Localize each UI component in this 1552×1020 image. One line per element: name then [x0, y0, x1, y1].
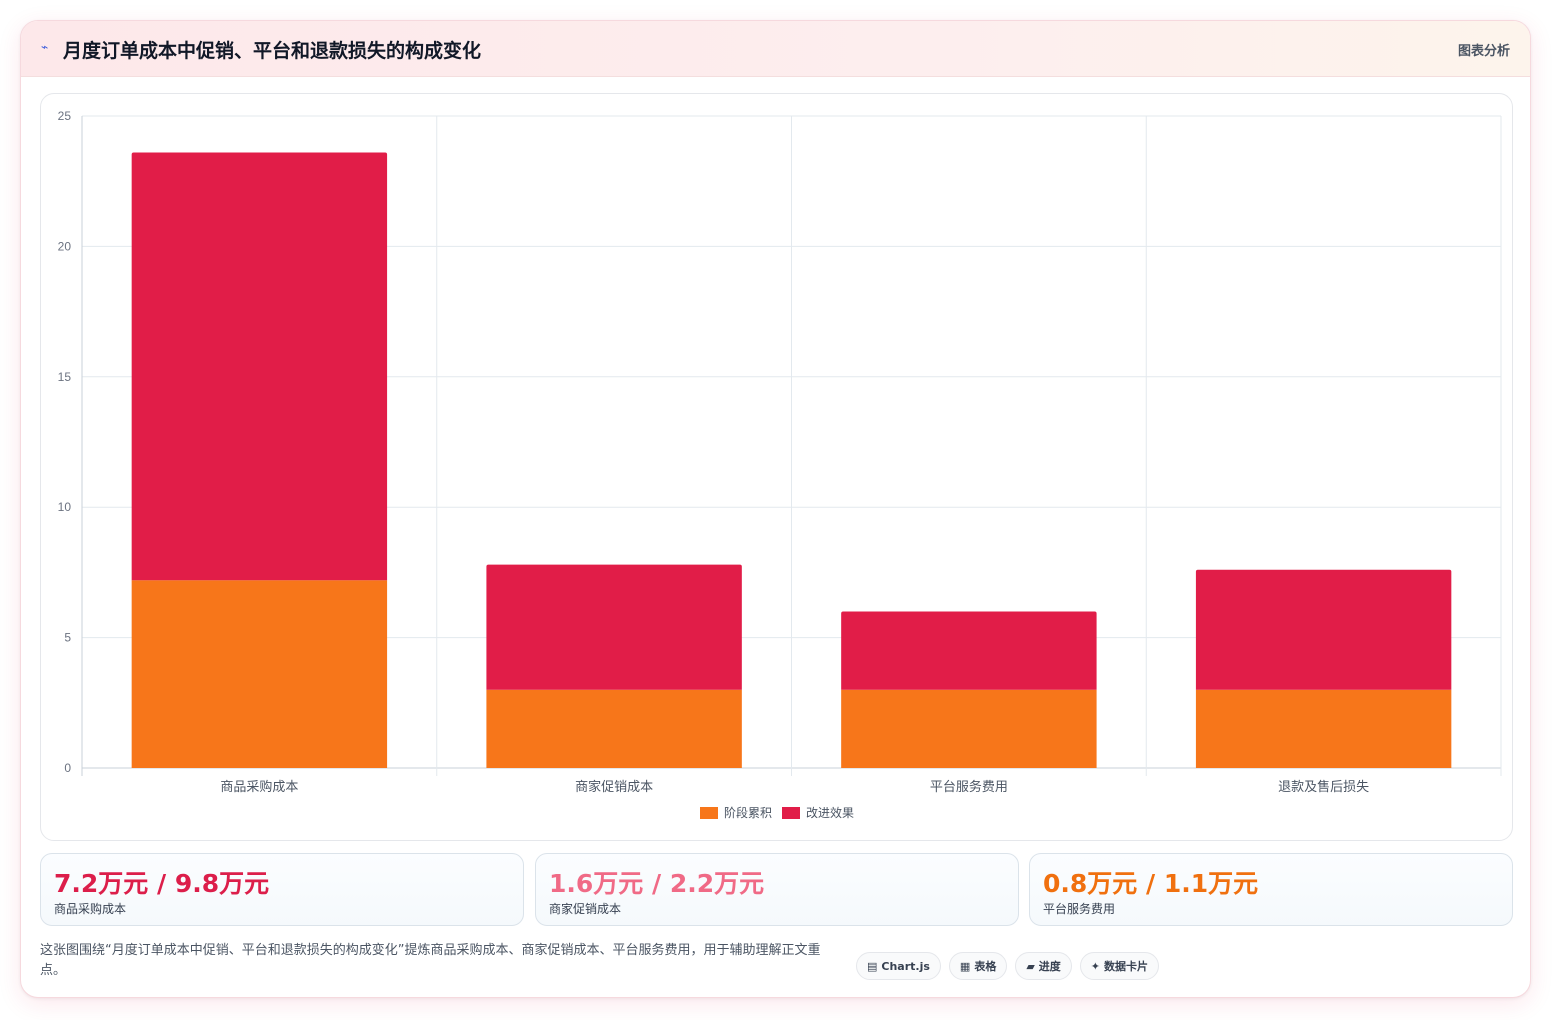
stat-label: 商家促销成本	[549, 902, 622, 916]
legend-swatch	[782, 807, 800, 819]
bar-segment	[486, 689, 742, 768]
legend-swatch	[700, 807, 718, 819]
stat-card-platform: 0.8万元 / 1.1万元 平台服务费用	[1029, 853, 1513, 926]
chip-label: 数据卡片	[1104, 960, 1149, 973]
chart-panel: 0 5 10 15 20 25 商品采购成本 商家促销成本 平台服务费用 退款及售后损失阶段累积 改…	[40, 93, 1513, 841]
chip-data-card[interactable]: ✦ 数据卡片	[1079, 952, 1160, 980]
chart-footnote: 这张图围绕“月度订单成本中促销、平台和退款损失的构成变化”提炼商品采购成本、商家…	[40, 943, 821, 978]
stat-value: 7.2万元 / 9.8万元	[54, 869, 270, 898]
y-tick-label: 25	[58, 109, 72, 123]
table-icon: ▦	[959, 959, 971, 973]
y-tick-label: 0	[64, 761, 71, 775]
x-tick-label: 退款及售后损失	[1278, 779, 1369, 794]
stat-value: 1.6万元 / 2.2万元	[549, 869, 765, 898]
chart-analysis-tag: 图表分析	[1457, 44, 1510, 59]
tech-chips: ▤ Chart.js ▦ 表格 ▰ 进度 ✦ 数据卡片	[856, 952, 1160, 980]
y-tick-label: 5	[64, 631, 71, 645]
bar-segment	[486, 564, 742, 690]
card-header: ⌁ 月度订单成本中促销、平台和退款损失的构成变化 图表分析	[21, 21, 1530, 77]
stat-card-promotion: 1.6万元 / 2.2万元 商家促销成本	[535, 853, 1019, 926]
x-tick-label: 商品采购成本	[220, 779, 298, 794]
legend-label: 改进效果	[806, 805, 854, 820]
legend-label: 阶段累积	[724, 805, 772, 820]
stat-label: 平台服务费用	[1043, 902, 1116, 916]
chart-card: ⌁ 月度订单成本中促销、平台和退款损失的构成变化 图表分析 0 5 10 15 20 25…	[20, 20, 1531, 998]
chip-table[interactable]: ▦ 表格	[948, 952, 1008, 980]
chip-label: Chart.js	[881, 959, 930, 973]
chart-icon: ▤	[867, 959, 878, 973]
stat-value: 0.8万元 / 1.1万元	[1043, 869, 1259, 898]
y-tick-label: 10	[58, 500, 72, 514]
x-tick-label: 平台服务费用	[930, 779, 1008, 794]
bar-segment	[1195, 689, 1452, 768]
chart-title: 月度订单成本中促销、平台和退款损失的构成变化	[63, 40, 482, 62]
line-chart-icon: ⌁	[41, 40, 49, 54]
bar-segment	[131, 152, 388, 581]
y-tick-label: 20	[58, 239, 72, 253]
chip-progress[interactable]: ▰ 进度	[1015, 952, 1072, 980]
bar-segment	[1195, 569, 1452, 690]
bar-segment	[841, 611, 1097, 690]
stat-card-procurement: 7.2万元 / 9.8万元 商品采购成本	[40, 853, 524, 926]
bar-segment	[841, 689, 1097, 768]
chip-chartjs[interactable]: ▤ Chart.js	[856, 952, 941, 980]
chip-label: 表格	[974, 960, 997, 973]
sparkle-icon: ✦	[1090, 959, 1101, 973]
bar-segment	[131, 580, 388, 768]
progress-icon: ▰	[1026, 959, 1035, 973]
chip-label: 进度	[1038, 960, 1061, 973]
x-tick-label: 商家促销成本	[575, 779, 653, 794]
y-tick-label: 15	[58, 370, 72, 384]
stat-label: 商品采购成本	[54, 902, 127, 916]
